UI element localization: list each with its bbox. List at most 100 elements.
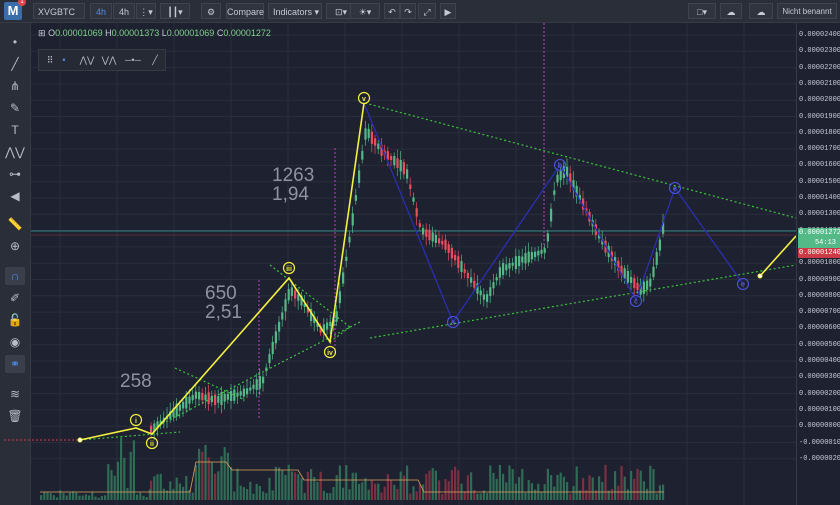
cloud-save-icon[interactable]: ☁ [720, 3, 742, 19]
cloud-load-icon[interactable]: ☁ [749, 3, 773, 19]
volume-bar [294, 472, 297, 500]
volume-bar [322, 490, 325, 500]
candle-body [447, 244, 450, 253]
cursor-icon[interactable]: • [62, 55, 66, 65]
brush-icon[interactable]: ✎ [9, 101, 21, 115]
dots-icon[interactable]: ⋮▾ [136, 3, 156, 19]
candle-body [553, 190, 556, 195]
volume-bar [46, 492, 49, 500]
candle-body [431, 232, 434, 242]
volume-bar [169, 481, 172, 500]
candle-body [422, 228, 425, 235]
volume-bar [470, 472, 473, 500]
ruler-icon[interactable]: 📏 [7, 217, 23, 231]
volume-bar [242, 487, 245, 500]
indicators-button[interactable]: Indicators ▾ [268, 3, 322, 19]
candle-body [396, 158, 399, 168]
horizontal-line-icon[interactable]: ─•─ [125, 55, 141, 65]
pitchfork-icon[interactable]: ⋔ [9, 79, 21, 93]
legend-settings-icon[interactable]: ⊞ [38, 28, 46, 38]
layout-name-button[interactable]: Nicht benannt [777, 3, 837, 19]
correction-label-circle [446, 315, 460, 329]
volume-bar [255, 483, 258, 500]
text-icon[interactable]: T [11, 123, 19, 137]
compare-button[interactable]: Compare [226, 3, 264, 19]
pattern-icon[interactable]: ⋀⋁ [5, 145, 25, 159]
price-axis-label: 0.00000200 [799, 389, 840, 398]
fullscreen-icon[interactable]: ⤢ [418, 3, 436, 19]
trash-icon[interactable]: 🗑 [7, 409, 23, 423]
candle-body [364, 128, 367, 140]
zoom-icon[interactable]: ⊕ [9, 239, 21, 253]
cursor-icon[interactable]: • [12, 35, 18, 49]
measure-icon[interactable]: ⊶ [9, 167, 21, 181]
volume-bar [482, 490, 485, 500]
drag-handle-icon[interactable]: ⠿ [46, 55, 54, 65]
volume-bar [230, 467, 233, 500]
wave-pattern-icon[interactable]: ⋀⋁ [79, 55, 95, 65]
volume-bar [370, 480, 373, 500]
candle-type-icon[interactable]: ┃┃▾ [160, 3, 190, 19]
price-axis-label: 0.00001700 [799, 145, 840, 154]
candle-body [390, 156, 393, 160]
candle-body [530, 251, 533, 260]
volume-bar [646, 488, 649, 500]
candle-body [438, 238, 441, 244]
volume-bar [508, 465, 511, 500]
layers-icon[interactable]: ≋ [9, 387, 21, 401]
link-icon[interactable]: ⚭ [5, 355, 25, 373]
price-axis-label: 0.00001800 [799, 128, 840, 137]
volume-bar [210, 462, 213, 500]
volume-bar [162, 488, 165, 500]
lock-icon[interactable]: ✐ [9, 291, 21, 305]
replay-icon[interactable]: ▶ [440, 3, 456, 19]
volume-bar [652, 469, 655, 500]
settings-icon[interactable]: ⚙ [201, 3, 221, 19]
price-axis-label: 0.00002200 [799, 63, 840, 72]
wave-label-circle [323, 345, 337, 359]
symbol-search-input[interactable]: XVGBTC [33, 3, 85, 19]
abc-pattern-icon[interactable]: ⋁⋀ [101, 55, 117, 65]
price-axis-label: 0.00001600 [799, 161, 840, 170]
correction-label-circle [629, 294, 643, 308]
volume-bar [633, 478, 636, 500]
candle-body [326, 322, 329, 330]
back-arrow-icon[interactable]: ◀ [10, 189, 20, 203]
undo-icon[interactable]: ↶ [384, 3, 400, 19]
candle-body [601, 239, 604, 245]
candle-body [460, 261, 463, 273]
lock-icon[interactable]: 🔓 [7, 313, 23, 327]
price-axis-label: -0.00000100 [799, 438, 840, 447]
redo-icon[interactable]: ↷ [400, 3, 416, 19]
correction-label-circle [553, 158, 567, 172]
volume-bar [332, 487, 335, 500]
trendline-icon[interactable]: ╱ [11, 57, 19, 71]
notification-badge[interactable]: 1 [18, 0, 26, 6]
volume-bar [399, 471, 402, 500]
trendline-icon[interactable]: ╱ [152, 55, 158, 65]
candle-body [374, 138, 377, 146]
volume-bar [287, 464, 290, 500]
volume-bar [156, 474, 159, 500]
volume-bar [145, 496, 148, 500]
interval-button[interactable]: 4h [113, 3, 135, 19]
square-icon[interactable]: □▾ [688, 3, 716, 19]
app-logo[interactable]: M [4, 2, 22, 20]
magnet-icon[interactable]: ∩ [5, 267, 25, 285]
candle-body [511, 262, 514, 266]
price-axis-label: 0.00002300 [799, 47, 840, 56]
price-axis[interactable]: 0.00002400 0.00002300 0.00002200 0.00002100… [796, 23, 840, 505]
idea-icon[interactable]: ☀▾ [350, 3, 380, 19]
volume-bar [495, 478, 498, 500]
volume-bar [585, 489, 588, 500]
candle-body [377, 143, 380, 149]
interval-button-active[interactable]: 4h [90, 3, 112, 19]
volume-bar [505, 482, 508, 500]
candle-body [457, 256, 460, 268]
volume-bar [123, 457, 126, 500]
trend-line [79, 431, 181, 441]
volume-bar [223, 447, 226, 500]
eye-icon[interactable]: ◉ [9, 335, 21, 349]
volume-bar [239, 485, 242, 500]
